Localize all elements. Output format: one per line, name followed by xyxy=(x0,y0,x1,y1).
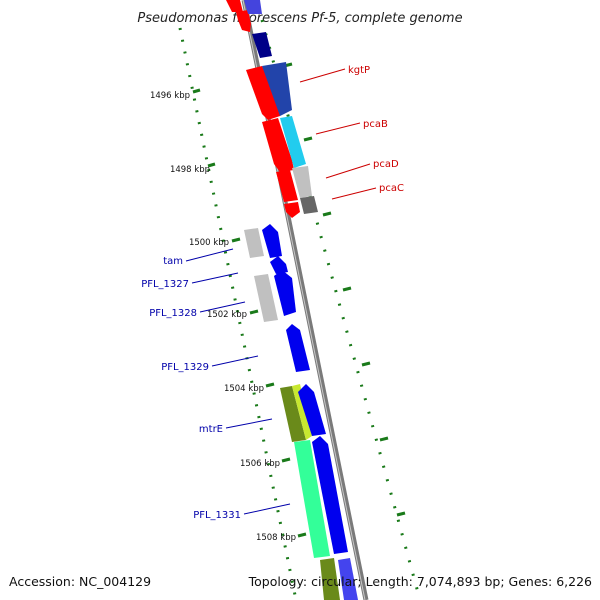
accession-label: Accession: NC_004129 xyxy=(9,574,151,589)
gene-red-pcaD xyxy=(276,170,298,202)
gene-yellowgreen-mtrE xyxy=(292,384,312,440)
gene-blue-1327 xyxy=(270,256,288,274)
label-pcaC: pcaC xyxy=(379,183,404,194)
reverse-label-group xyxy=(185,248,291,515)
gene-blue-1329 xyxy=(286,324,310,372)
label-tam: tam xyxy=(163,256,183,267)
kbp-tick-1498 xyxy=(207,162,216,168)
kbp-tick-1506 xyxy=(281,457,291,463)
map-title: Pseudomonas fluorescens Pf-5, complete g… xyxy=(137,11,462,26)
gene-red-pcaB xyxy=(262,118,294,172)
gene-kgtP-multi xyxy=(262,62,292,116)
kbp-label-1504: 1504 kbp xyxy=(224,384,264,394)
leader-mtrE xyxy=(225,418,273,429)
kbp-label-1496: 1496 kbp xyxy=(150,91,190,101)
kbp-tick-1504 xyxy=(265,382,275,388)
gene-olive-bottom xyxy=(320,558,340,600)
forward-label-group xyxy=(299,68,377,200)
kbp-label-1498: 1498 kbp xyxy=(170,165,210,175)
label-PFL-1329: PFL_1329 xyxy=(161,362,209,373)
kbp-tick-1500 xyxy=(231,237,241,243)
leader-1328 xyxy=(199,301,246,313)
gene-red-top xyxy=(226,0,243,12)
leader-1331 xyxy=(243,503,291,515)
right-tick-4 xyxy=(342,286,352,292)
label-mtrE: mtrE xyxy=(199,424,223,435)
gene-olive-mtrE xyxy=(280,386,306,442)
gene-dkgrey-pcaC xyxy=(300,196,318,214)
kbp-label-1500: 1500 kbp xyxy=(189,238,229,248)
label-pcaB: pcaB xyxy=(363,119,388,130)
gene-red-top-2 xyxy=(236,10,251,32)
right-tick-3 xyxy=(322,211,332,217)
kbp-tick-1502 xyxy=(249,309,259,315)
leader-1327 xyxy=(191,272,239,284)
leader-1329 xyxy=(211,355,259,367)
label-PFL-1328: PFL_1328 xyxy=(149,308,197,319)
kbp-tick-1508 xyxy=(297,532,307,538)
right-tick-2 xyxy=(303,136,313,142)
topology-label: Topology: circular; Length: 7,074,893 bp… xyxy=(248,574,592,589)
forward-genes xyxy=(226,0,318,218)
label-PFL-1327: PFL_1327 xyxy=(141,279,189,290)
label-pcaD: pcaD xyxy=(373,159,399,170)
leader-tam xyxy=(185,248,234,262)
kbp-tick-1496 xyxy=(192,88,201,94)
gene-blue-top xyxy=(244,0,262,14)
gene-red-pcaC xyxy=(284,202,300,218)
leader-pcaB xyxy=(315,122,361,135)
gene-cyan-pcaB xyxy=(280,116,306,168)
kbp-label-1508: 1508 kbp xyxy=(256,533,296,543)
left-tick-track xyxy=(178,27,298,600)
leader-pcaC xyxy=(331,187,377,200)
gene-grey-tam xyxy=(244,228,264,258)
kbp-label-1506: 1506 kbp xyxy=(240,459,280,469)
gene-blue-tam xyxy=(262,224,282,258)
leader-pcaD xyxy=(325,163,371,179)
gene-navy-top xyxy=(252,32,272,58)
reverse-genes xyxy=(244,224,358,600)
right-tick-6 xyxy=(379,436,389,442)
right-tick-7 xyxy=(396,511,406,517)
right-major-ticks xyxy=(283,62,406,517)
gene-blue-1328 xyxy=(274,270,296,316)
label-kgtP: kgtP xyxy=(348,65,370,76)
right-tick-5 xyxy=(361,361,371,367)
label-PFL-1331: PFL_1331 xyxy=(193,510,241,521)
leader-kgtP xyxy=(299,68,346,83)
gene-blue-mtrE xyxy=(298,384,326,436)
gene-red-kgtP xyxy=(246,66,280,120)
gene-grey-pcaD xyxy=(292,166,312,198)
kbp-ticks xyxy=(192,88,307,538)
gene-seafoam-1331 xyxy=(294,440,330,558)
gene-grey-1328 xyxy=(254,274,278,322)
gene-blue-1331 xyxy=(312,436,348,554)
kbp-label-1502: 1502 kbp xyxy=(207,310,247,320)
gene-blue-bottom xyxy=(338,558,358,600)
